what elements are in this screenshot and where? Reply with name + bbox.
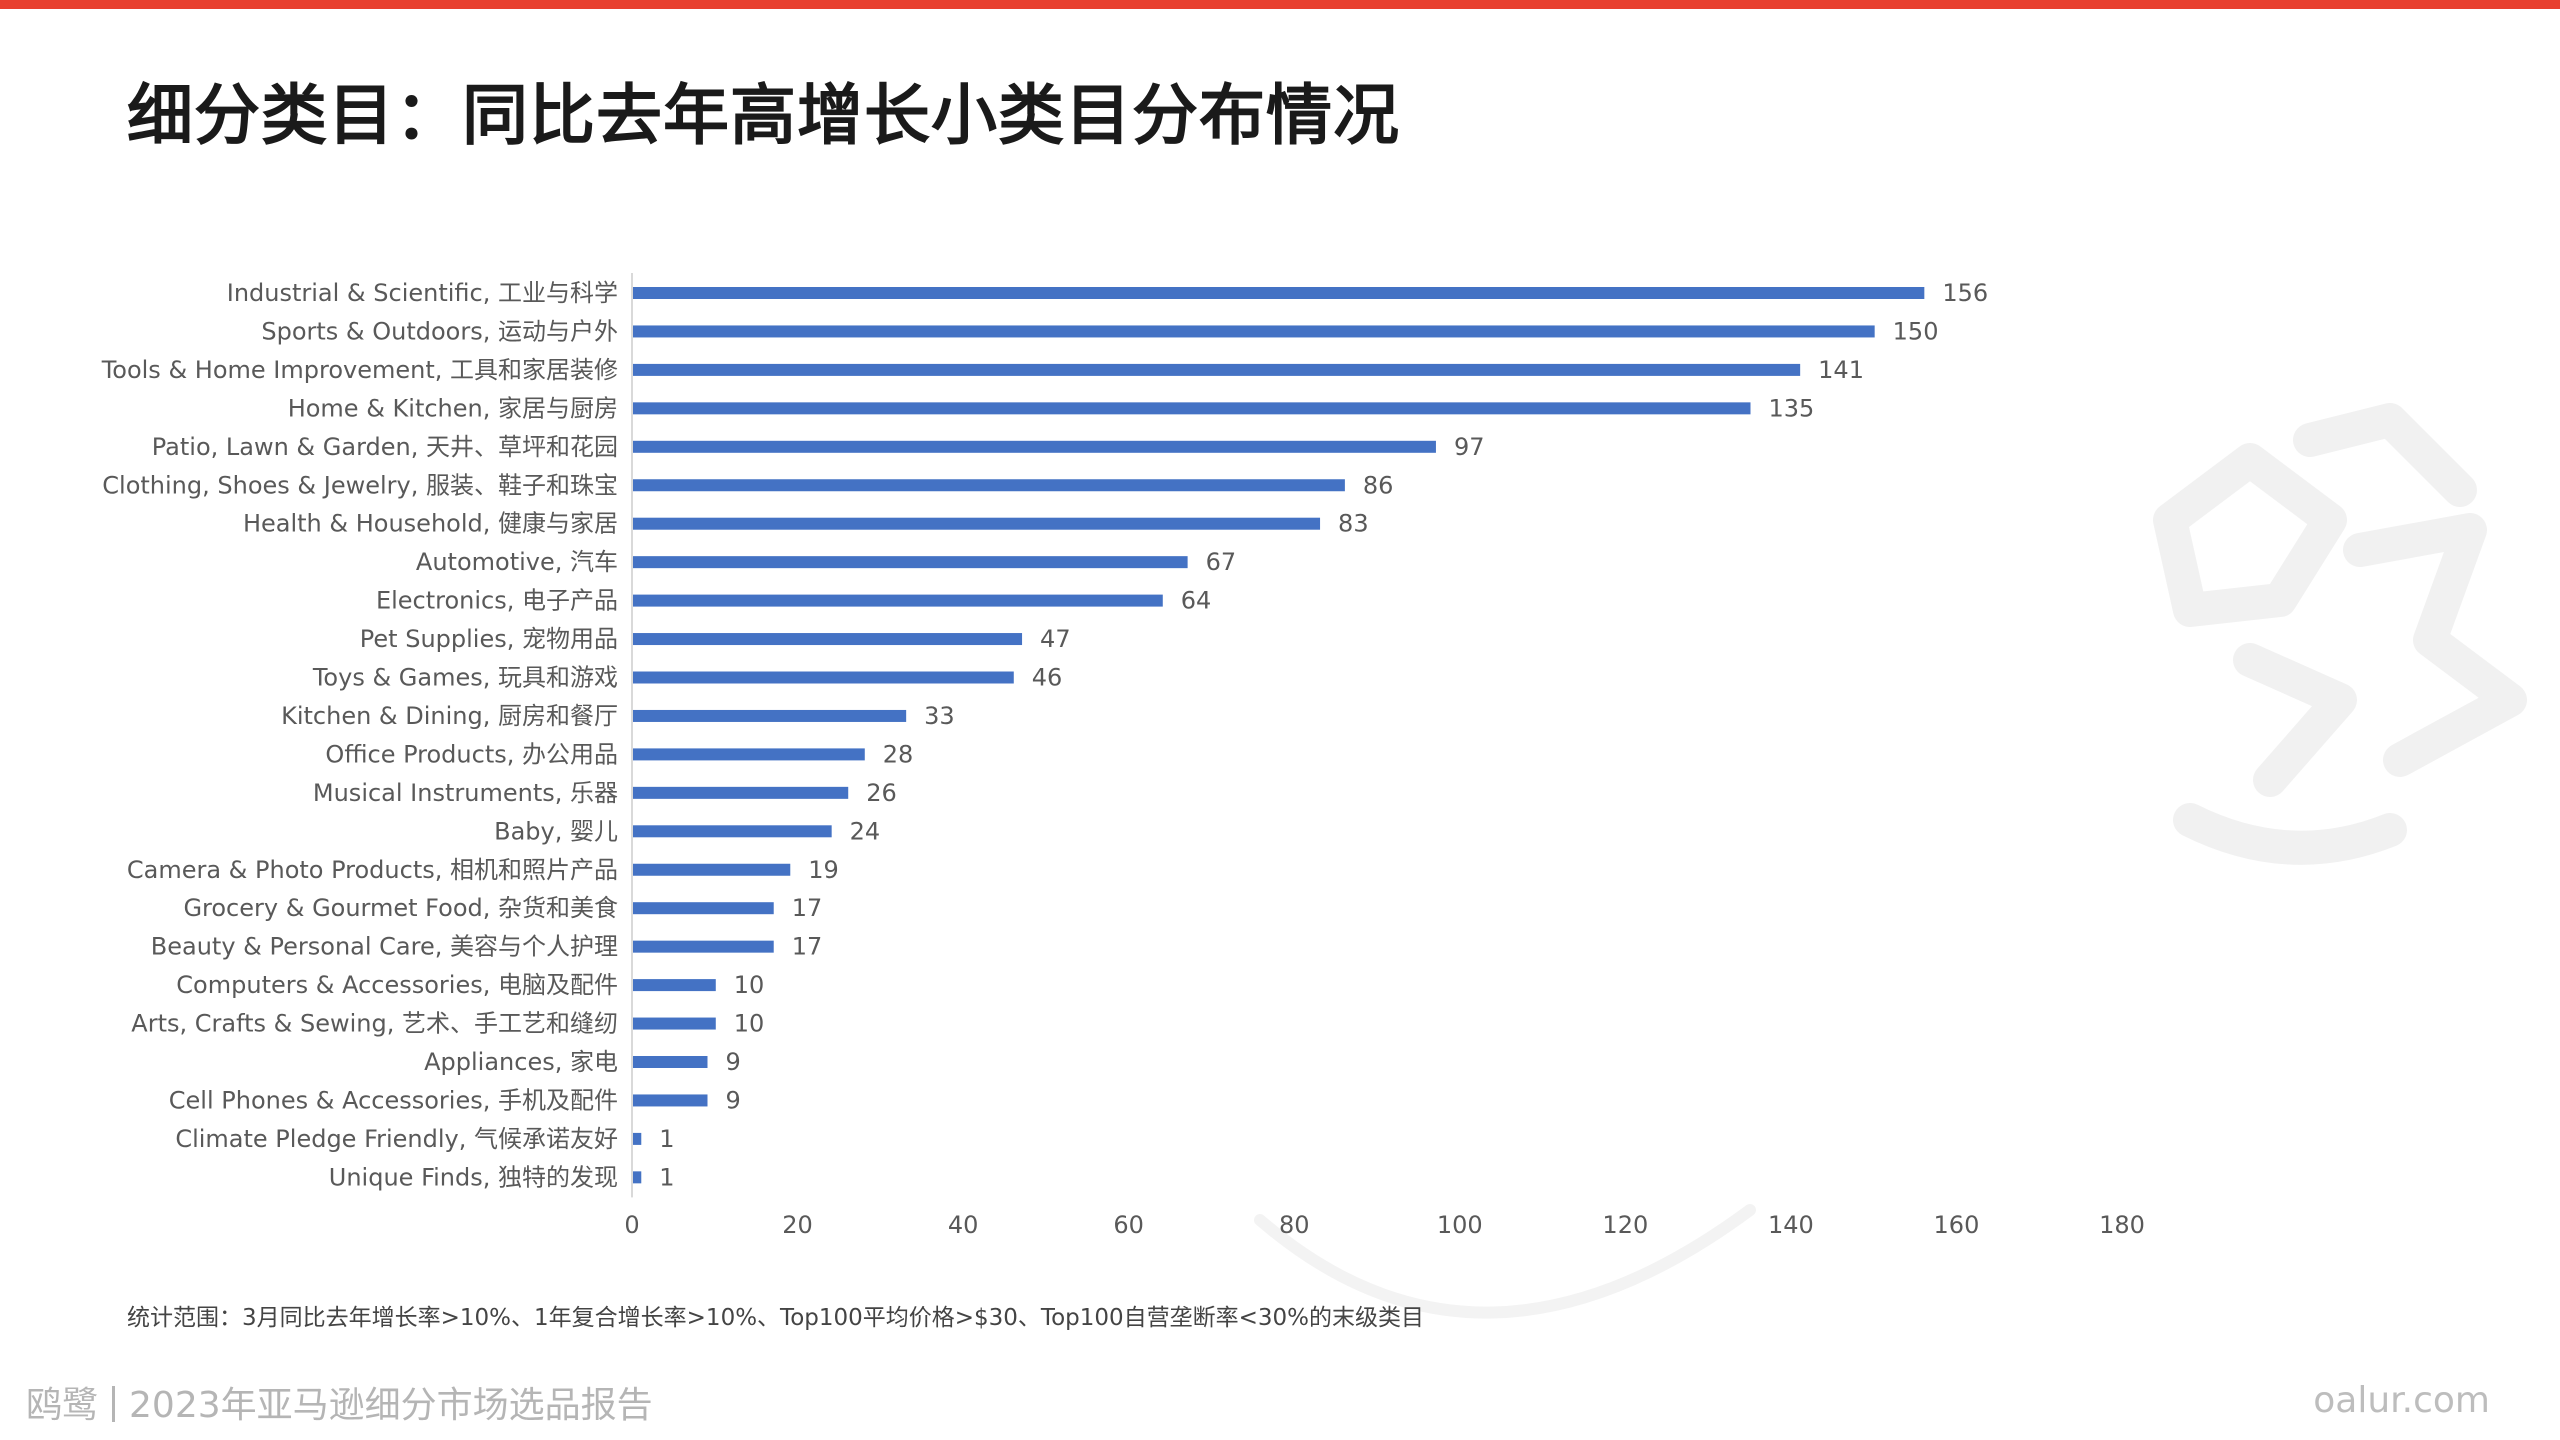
data-label: 33	[924, 702, 955, 730]
x-tick-label: 80	[1279, 1211, 1310, 1239]
page-title: 细分类目：同比去年高增长小类目分布情况	[127, 77, 1400, 154]
category-label: Arts, Crafts & Sewing, 艺术、手工艺和缝纫	[131, 1010, 618, 1038]
x-tick-label: 120	[1602, 1211, 1648, 1239]
top-accent-bar	[0, 0, 2560, 9]
data-label: 9	[726, 1086, 741, 1114]
data-label: 10	[734, 971, 765, 999]
data-label: 47	[1040, 625, 1071, 653]
category-label: Sports & Outdoors, 运动与户外	[261, 317, 618, 345]
footnote: 统计范围：3月同比去年增长率>10%、1年复合增长率>10%、Top100平均价…	[127, 1305, 1425, 1331]
bar	[633, 709, 907, 722]
bar	[633, 902, 774, 915]
bar	[633, 1094, 708, 1107]
x-tick-label: 0	[624, 1211, 639, 1239]
category-label: Climate Pledge Friendly, 气候承诺友好	[175, 1125, 618, 1153]
bar	[633, 633, 1023, 646]
category-label: Baby, 婴儿	[494, 817, 618, 845]
category-label: Electronics, 电子产品	[376, 587, 618, 615]
data-label: 156	[1942, 279, 1988, 307]
category-label: Toys & Games, 玩具和游戏	[312, 664, 618, 692]
brand-name: 鸥鹭	[26, 1385, 99, 1426]
data-label: 64	[1181, 587, 1212, 615]
category-label: Health & Household, 健康与家居	[243, 510, 618, 538]
category-label: Camera & Photo Products, 相机和照片产品	[127, 856, 618, 884]
x-tick-label: 60	[1113, 1211, 1144, 1239]
category-label: Cell Phones & Accessories, 手机及配件	[169, 1086, 618, 1114]
bar	[633, 940, 774, 953]
data-label: 83	[1338, 510, 1369, 538]
data-label: 19	[808, 856, 839, 884]
data-label: 1	[659, 1125, 674, 1153]
bar-chart: Industrial & Scientific, 工业与科学 156 Sports …	[101, 273, 2145, 1239]
data-label: 24	[850, 817, 881, 845]
category-label: Clothing, Shoes & Jewelry, 服装、鞋子和珠宝	[102, 471, 618, 499]
category-label: Office Products, 办公用品	[325, 740, 618, 768]
x-tick-label: 140	[1768, 1211, 1814, 1239]
brand-separator	[112, 1386, 116, 1422]
bar	[633, 402, 1751, 415]
data-label: 135	[1769, 394, 1815, 422]
bar	[633, 863, 791, 876]
category-label: Musical Instruments, 乐器	[313, 779, 618, 807]
data-label: 141	[1818, 356, 1864, 384]
data-label: 28	[883, 740, 914, 768]
bar	[633, 1017, 716, 1030]
bar	[633, 517, 1321, 530]
x-tick-label: 40	[948, 1211, 979, 1239]
data-label: 9	[726, 1048, 741, 1076]
x-tick-label: 180	[2099, 1211, 2145, 1239]
bar	[633, 1171, 642, 1184]
site-url: oalur.com	[2313, 1380, 2490, 1421]
data-label: 67	[1206, 548, 1237, 576]
bar	[633, 479, 1345, 492]
data-label: 46	[1032, 664, 1063, 692]
x-tick-label: 160	[1934, 1211, 1980, 1239]
category-label: Kitchen & Dining, 厨房和餐厅	[281, 702, 618, 730]
data-label: 1	[659, 1163, 674, 1191]
bar	[633, 1056, 708, 1068]
footer-brand: 鸥鹭 2023年亚马逊细分市场选品报告	[26, 1376, 653, 1428]
bar	[633, 287, 1925, 299]
data-label: 17	[792, 933, 823, 961]
bar	[633, 556, 1188, 569]
brand-watermark-logo	[2153, 403, 2527, 865]
category-label: Home & Kitchen, 家居与厨房	[288, 394, 618, 422]
bar	[633, 979, 716, 992]
category-label: Industrial & Scientific, 工业与科学	[227, 279, 618, 307]
data-label: 26	[866, 779, 897, 807]
bar	[633, 594, 1163, 607]
bar	[633, 325, 1875, 338]
bar	[633, 671, 1014, 684]
bar	[633, 748, 865, 761]
data-label: 17	[792, 894, 823, 922]
category-label: Automotive, 汽车	[416, 548, 618, 576]
bar	[633, 1132, 642, 1145]
bar	[633, 786, 849, 799]
x-tick-label: 20	[782, 1211, 813, 1239]
data-label: 97	[1454, 433, 1485, 461]
category-label: Pet Supplies, 宠物用品	[360, 625, 618, 653]
category-label: Appliances, 家电	[424, 1048, 618, 1076]
category-label: Patio, Lawn & Garden, 天井、草坪和花园	[152, 433, 618, 461]
category-label: Beauty & Personal Care, 美容与个人护理	[151, 933, 618, 961]
category-label: Grocery & Gourmet Food, 杂货和美食	[183, 894, 618, 922]
report-name: 2023年亚马逊细分市场选品报告	[129, 1385, 653, 1426]
data-label: 150	[1893, 317, 1939, 345]
category-label: Unique Finds, 独特的发现	[329, 1163, 618, 1191]
bar	[633, 825, 832, 838]
data-label: 86	[1363, 471, 1394, 499]
bar	[633, 440, 1436, 453]
category-label: Computers & Accessories, 电脑及配件	[176, 971, 618, 999]
bar	[633, 363, 1801, 376]
brand-watermark-arc	[1254, 1204, 1756, 1319]
data-label: 10	[734, 1010, 765, 1038]
x-tick-label: 100	[1437, 1211, 1483, 1239]
category-label: Tools & Home Improvement, 工具和家居装修	[101, 356, 618, 384]
